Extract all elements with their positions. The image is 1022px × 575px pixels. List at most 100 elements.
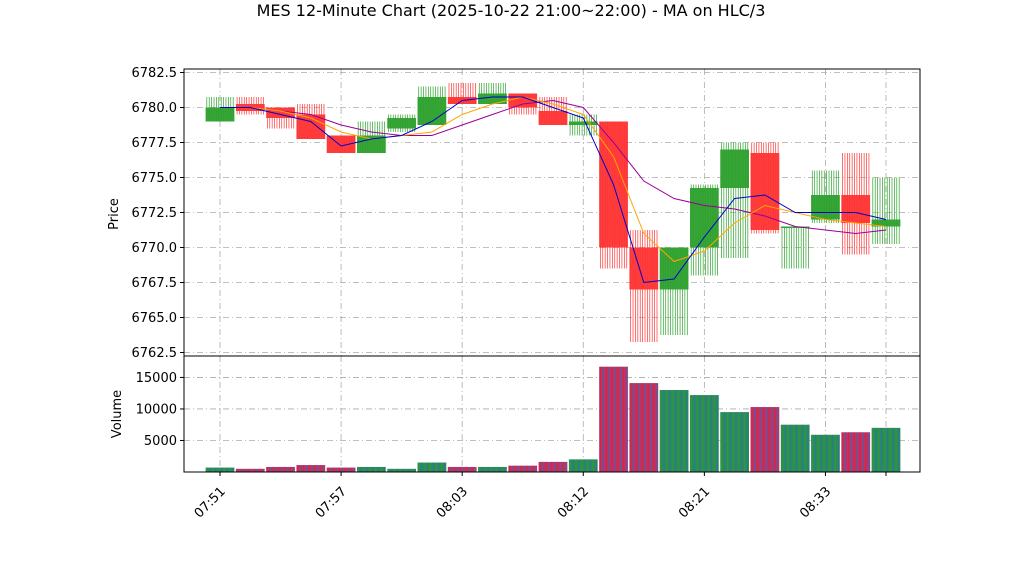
candle [478, 83, 507, 104]
volume-bar [235, 468, 265, 472]
volume-bar-fill [235, 468, 265, 472]
volume-bar-fill [508, 465, 538, 472]
volume-bar [266, 466, 295, 472]
candle-body [478, 93, 507, 104]
volume-bar-fill [750, 407, 780, 472]
volume-bar-fill [811, 434, 840, 472]
volume-bar [629, 383, 659, 472]
candle [356, 121, 386, 153]
volume-bar-fill [720, 412, 750, 472]
candle-body [205, 107, 235, 122]
chart-title: MES 12-Minute Chart (2025-10-22 21:00~22… [257, 1, 766, 20]
x-ticks: 07:51 07:57 08:03 08:12 08:21 08:33 [192, 472, 887, 521]
volume-bar [417, 462, 447, 472]
volume-bar-fill [841, 432, 871, 472]
volume-y-axis-label: Volume [110, 390, 125, 438]
candle-body [296, 114, 326, 139]
x-tick-label: 08:21 [676, 484, 713, 521]
volume-y-ticks: 5000 10000 15000 [136, 371, 184, 449]
price-tick-label: 6780.0 [132, 101, 178, 116]
price-tick-label: 6775.0 [132, 171, 178, 186]
candle-body [689, 188, 719, 248]
x-tick-label: 08:33 [797, 484, 834, 521]
volume-tick-label: 10000 [136, 402, 177, 417]
volume-bar [689, 395, 719, 472]
candle-body [780, 226, 810, 228]
volume-bar [841, 432, 871, 472]
price-tick-label: 6782.5 [132, 66, 178, 81]
volume-bar-fill [659, 390, 689, 472]
candle-body [629, 247, 659, 290]
volume-bar-fill [205, 467, 235, 472]
candle [871, 177, 901, 244]
volume-bar [659, 390, 689, 472]
volume-bar-fill [387, 468, 417, 472]
volume-bar-fill [689, 395, 719, 472]
candle-body [387, 118, 417, 129]
volume-bar-fill [780, 424, 810, 472]
candle [387, 114, 417, 132]
volume-bar-fill [871, 427, 901, 472]
volume-axes-frame [183, 355, 921, 473]
candle-body [356, 135, 386, 153]
candle [659, 247, 689, 335]
candle [780, 226, 810, 269]
moving-average-lines [220, 96, 887, 284]
volume-tick-label: 5000 [144, 434, 177, 449]
volume-bar [387, 468, 417, 472]
volume-bar-fill [326, 467, 356, 472]
x-tick-label: 07:51 [192, 484, 229, 521]
ma-mid-line [220, 96, 887, 263]
x-tick-label: 08:12 [555, 484, 592, 521]
ma-slow-line [220, 99, 887, 235]
volume-bar-fill [629, 383, 659, 472]
volume-bar-fill [296, 465, 326, 472]
volume-bar [326, 467, 356, 472]
volume-bar-fill [417, 462, 447, 472]
candle-body [750, 153, 780, 230]
candle-body [841, 195, 871, 223]
candle [689, 184, 719, 276]
volume-bar-fill [478, 466, 507, 472]
volume-bar [811, 434, 840, 472]
volume-bar [750, 407, 780, 472]
volume-bar-fill [599, 366, 628, 472]
volume-bar [568, 459, 598, 472]
candle-body [871, 219, 901, 227]
price-tick-label: 6767.5 [132, 276, 178, 291]
candle-body [538, 111, 568, 125]
volume-bar-fill [356, 466, 386, 472]
candle [235, 97, 265, 115]
candle [205, 97, 235, 122]
volume-bar [508, 465, 538, 472]
volume-tick-label: 15000 [136, 371, 177, 386]
candle-body [417, 97, 447, 125]
candle [811, 170, 840, 223]
volume-bar [478, 466, 507, 472]
volume-bar [447, 466, 477, 472]
candle [720, 142, 750, 258]
candle [629, 230, 659, 342]
x-tick-label: 08:03 [434, 484, 471, 521]
candle [296, 104, 326, 139]
volume-bar-fill [266, 466, 295, 472]
price-y-ticks: 6762.5 6765.0 6767.5 6770.0 6772.5 6775.0 6777… [132, 66, 184, 361]
candle-body [811, 195, 840, 220]
volume-bar [296, 465, 326, 472]
candle [417, 86, 447, 125]
candle-body [266, 107, 295, 118]
volume-grid [184, 356, 920, 472]
price-tick-label: 6765.0 [132, 311, 178, 326]
x-tick-label: 07:57 [313, 484, 350, 521]
ma-fast-line [220, 96, 887, 284]
candle-body [659, 247, 689, 290]
volume-bar [205, 467, 235, 472]
price-tick-label: 6772.5 [132, 206, 178, 221]
volume-bar [599, 366, 628, 472]
volume-bar-fill [447, 466, 477, 472]
volume-bar [720, 412, 750, 472]
candle-body [720, 149, 750, 188]
candle [599, 121, 628, 269]
volume-bar [356, 466, 386, 472]
